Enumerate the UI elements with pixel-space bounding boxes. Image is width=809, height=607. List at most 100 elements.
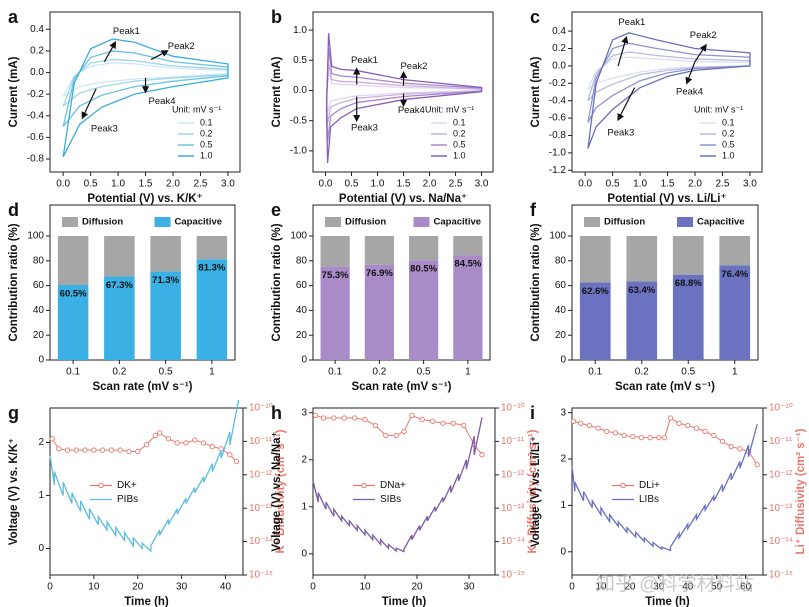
x-tick-label: 2.5 — [716, 179, 730, 190]
x-tick-label: 0.5 — [159, 367, 173, 378]
legend-label: 0.2 — [453, 128, 466, 138]
x-tick-label: 0.5 — [681, 367, 695, 378]
series-marker — [351, 415, 358, 421]
series-marker — [312, 412, 319, 419]
y-tick-label: -0.6 — [549, 113, 567, 124]
y-axis-label: Current (mA) — [8, 56, 20, 127]
x-tick-label: 0.0 — [319, 179, 333, 190]
series-marker — [693, 425, 700, 431]
series-marker — [56, 446, 62, 452]
legend-label: 0.2 — [722, 128, 735, 138]
legend-swatch — [154, 217, 171, 227]
y-tick-label: 0.4 — [552, 26, 566, 37]
series-marker — [82, 447, 88, 453]
annotation-arrow — [81, 88, 97, 120]
annotation-arrow — [617, 35, 629, 67]
x-tick-label: 1.5 — [397, 179, 411, 190]
y-tick-label: 0.0 — [293, 85, 307, 96]
x-tick-label: 0 — [47, 582, 53, 593]
x-tick-label: 20 — [132, 582, 144, 593]
x-tick-label: 0.5 — [84, 179, 98, 190]
x-tick-label: 0.5 — [417, 367, 431, 378]
annotation: Peak2 — [168, 41, 195, 52]
series-marker — [362, 416, 368, 423]
plot-frame — [49, 407, 244, 576]
x-tick-label: 3.0 — [475, 179, 489, 190]
x-axis-label: Time (h) — [124, 596, 169, 607]
bar-segment — [453, 255, 483, 360]
y-tick-label: 60 — [555, 280, 567, 291]
bar-segment — [320, 236, 350, 267]
annotation: Peak1 — [351, 55, 378, 66]
annotation-arrow — [685, 61, 696, 85]
legend-marker — [620, 482, 626, 489]
bar-segment — [57, 236, 89, 285]
x-tick-label: 60 — [740, 582, 752, 593]
bar-segment — [57, 284, 89, 360]
x-tick-label: 10 — [88, 582, 100, 593]
y-tick-label: 100 — [27, 231, 44, 242]
series-marker — [570, 418, 577, 424]
panel-label: d — [8, 200, 19, 220]
annotation: Peak2 — [690, 30, 717, 41]
bar-segment — [364, 264, 394, 360]
annotation-arrow — [103, 41, 117, 63]
series-marker — [656, 434, 662, 441]
series-marker — [209, 443, 215, 450]
x-tick-label: 1.5 — [139, 179, 153, 190]
x-axis-label: Scan rate (mV s⁻¹) — [615, 381, 715, 393]
bar-segment — [453, 236, 483, 256]
series-marker — [586, 422, 593, 429]
series-marker — [341, 415, 347, 421]
series-marker — [621, 432, 627, 439]
series-marker — [419, 416, 425, 423]
x-tick-label: 1.0 — [371, 179, 385, 190]
series-marker — [192, 437, 198, 443]
legend-label: Diffusion — [345, 217, 386, 228]
panel-label: f — [530, 200, 537, 220]
annotation: Peak1 — [618, 17, 645, 28]
annotation: Peak4 — [398, 105, 425, 116]
y2-tick-label: 10⁻¹² — [769, 469, 793, 480]
x-tick-label: 2.5 — [194, 179, 208, 190]
legend-title: Unit: mV s⁻¹ — [425, 104, 474, 114]
legend-label: 0.5 — [722, 139, 735, 149]
x-tick-label: 3.0 — [221, 179, 235, 190]
y-tick-label: 1 — [560, 500, 566, 511]
series-marker — [676, 420, 682, 426]
legend-label: SIBs — [380, 494, 401, 505]
legend-label: 0.2 — [200, 128, 213, 138]
y-axis-label: Voltage (V) vs. K/K⁺ — [8, 438, 20, 545]
annotation: Peak2 — [400, 61, 427, 72]
series-marker — [383, 432, 389, 439]
bar-segment — [579, 282, 611, 360]
x-tick-label: 1.0 — [111, 179, 125, 190]
series-marker — [638, 434, 645, 441]
y-tick-label: 0 — [301, 355, 307, 366]
x-tick-label: 10 — [595, 582, 607, 593]
series-marker — [661, 434, 668, 441]
y2-tick-label: 10⁻¹² — [501, 469, 525, 480]
y2-tick-label: 10⁻¹⁴ — [249, 536, 273, 547]
x-tick-label: 1 — [209, 367, 215, 378]
y-tick-label: 0.2 — [552, 43, 566, 54]
bar-segment — [196, 259, 228, 360]
x-tick-label: 0.0 — [56, 179, 70, 190]
y-tick-label: 60 — [296, 280, 308, 291]
plot-frame — [571, 204, 759, 361]
series-marker — [685, 422, 691, 429]
legend-swatch — [62, 217, 78, 227]
value-label: 63.4% — [628, 285, 655, 296]
y-tick-label: 80 — [33, 255, 45, 266]
series-marker — [157, 430, 163, 436]
panel-label: a — [8, 7, 19, 27]
panel-label: b — [271, 7, 282, 27]
series-marker — [479, 452, 485, 458]
series-marker — [49, 436, 55, 442]
x-tick-label: 1 — [732, 367, 738, 378]
y-tick-label: -1.0 — [290, 146, 308, 157]
series-marker — [711, 432, 717, 439]
series-marker — [64, 447, 71, 453]
y-tick-label: 40 — [296, 305, 308, 316]
